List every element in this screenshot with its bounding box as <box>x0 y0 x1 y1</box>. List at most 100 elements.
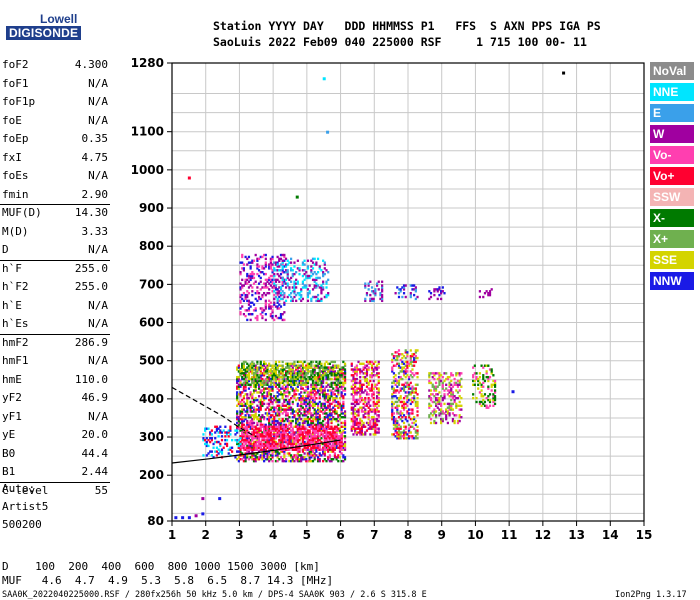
echo-pixel <box>236 427 239 430</box>
echo-pixel <box>315 364 318 367</box>
echo-pixel <box>354 412 357 415</box>
echo-pixel <box>413 387 416 390</box>
echo-pixel <box>264 379 267 383</box>
echo-pixel <box>313 295 316 299</box>
echo-pixel <box>404 381 407 385</box>
echo-pixel <box>355 423 358 427</box>
echo-pixel <box>257 257 261 261</box>
echo-pixel <box>283 444 286 448</box>
echo-pixel <box>249 274 252 278</box>
echo-pixel <box>279 312 283 316</box>
echo-pixel <box>286 427 289 430</box>
echo-pixel <box>290 261 293 264</box>
echo-pixel <box>251 450 254 453</box>
echo-pixel <box>396 427 399 430</box>
echo-pixel <box>485 290 488 293</box>
echo-pixel <box>320 292 323 295</box>
echo-pixel <box>313 412 316 415</box>
echo-pixel <box>236 440 239 444</box>
echo-pixel <box>397 349 401 352</box>
echo-pixel <box>354 429 357 432</box>
echo-pixel <box>251 261 254 264</box>
echo-pixel <box>372 297 375 301</box>
echo-pixel <box>492 404 495 407</box>
echo-pixel <box>458 395 461 398</box>
echo-pixel <box>364 410 367 413</box>
echo-pixel <box>493 402 497 406</box>
echo-pixel <box>367 417 370 421</box>
echo-pixel <box>293 295 296 299</box>
echo-pixel <box>278 286 281 289</box>
echo-pixel <box>278 364 281 367</box>
echo-pixel <box>244 442 247 446</box>
echo-pixel <box>296 423 299 427</box>
echo-pixel <box>301 431 304 434</box>
echo-pixel <box>313 284 316 287</box>
echo-pixel <box>323 374 326 377</box>
echo-pixel <box>259 404 262 407</box>
echo-pixel <box>241 429 244 432</box>
echo-pixel <box>355 364 358 367</box>
echo-pixel <box>332 442 335 446</box>
echo-pixel <box>271 309 274 312</box>
echo-pixel <box>377 387 380 390</box>
echo-pixel <box>306 448 310 451</box>
echo-pixel <box>411 360 414 364</box>
echo-pixel <box>306 408 310 411</box>
echo-pixel <box>328 385 331 388</box>
echo-pixel <box>453 414 456 417</box>
echo-pixel <box>268 278 271 282</box>
echo-pixel <box>402 288 406 291</box>
echo-pixel <box>278 299 281 303</box>
echo-pixel <box>303 396 306 400</box>
echo-pixel <box>320 389 323 392</box>
echo-pixel <box>207 444 210 448</box>
echo-pixel <box>342 454 345 457</box>
echo-pixel <box>300 402 303 406</box>
echo-pixel <box>327 416 330 419</box>
echo-pixel <box>261 423 264 427</box>
echo-pixel <box>320 427 323 430</box>
echo-pixel <box>340 410 343 413</box>
echo-pixel <box>397 404 401 407</box>
echo-pixel <box>241 255 244 259</box>
echo-pixel <box>375 431 379 434</box>
x-tick-label: 6 <box>336 528 344 542</box>
echo-pixel <box>281 280 284 283</box>
echo-pixel <box>429 421 433 425</box>
echo-pixel <box>261 383 264 386</box>
echo-pixel <box>284 425 288 428</box>
echo-pixel <box>242 396 245 400</box>
echo-pixel <box>283 448 286 451</box>
echo-pixel <box>397 295 401 299</box>
echo-pixel <box>254 396 257 400</box>
echo-pixel <box>311 375 315 379</box>
echo-pixel <box>278 303 281 306</box>
echo-pixel <box>303 370 306 373</box>
echo-pixel <box>286 274 289 278</box>
echo-pixel <box>276 293 279 297</box>
echo-pixel <box>288 286 291 289</box>
echo-pixel <box>288 278 291 282</box>
echo-pixel <box>246 412 249 415</box>
echo-pixel <box>251 438 254 442</box>
echo-pixel <box>377 393 380 396</box>
echo-pixel <box>214 425 217 428</box>
echo-pixel <box>310 274 313 278</box>
echo-pixel <box>397 292 401 295</box>
echo-pixel <box>357 368 360 371</box>
echo-pixel <box>242 416 245 419</box>
echo-pixel <box>279 393 283 396</box>
echo-pixel <box>239 400 242 404</box>
echo-pixel <box>402 414 406 417</box>
echo-pixel <box>224 431 227 434</box>
echo-pixel <box>472 375 475 379</box>
echo-pixel <box>478 402 481 406</box>
echo-pixel <box>269 393 272 396</box>
echo-pixel <box>369 360 372 364</box>
echo-pixel <box>322 286 325 289</box>
echo-pixel <box>305 286 308 289</box>
echo-pixel <box>293 282 296 285</box>
echo-pixel <box>252 448 256 451</box>
legend-x-: X- <box>650 209 694 227</box>
